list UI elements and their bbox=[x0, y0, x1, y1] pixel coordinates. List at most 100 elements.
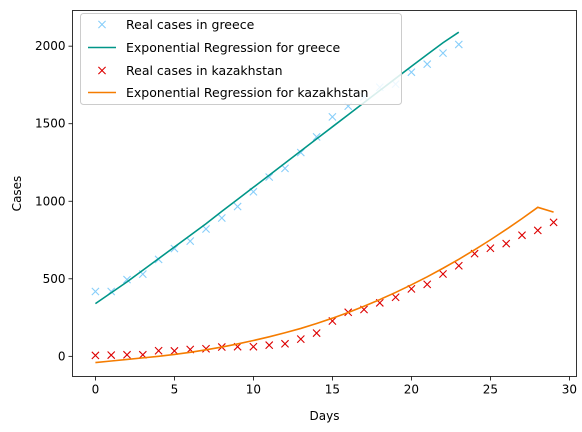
data-point-series-2-stroke-b bbox=[470, 249, 479, 258]
data-point-series-2 bbox=[312, 329, 321, 338]
data-point-series-2-stroke-b bbox=[123, 350, 131, 359]
x-tick-label: 20 bbox=[404, 383, 419, 397]
data-point-series-0-stroke-b bbox=[202, 225, 210, 234]
data-point-series-0 bbox=[407, 68, 416, 77]
data-point-series-0-stroke-b bbox=[91, 287, 100, 296]
data-point-series-0-stroke-b bbox=[249, 187, 258, 196]
data-point-series-2-stroke-b bbox=[502, 239, 511, 248]
data-point-series-0 bbox=[454, 40, 463, 49]
data-point-series-2-stroke-b bbox=[281, 339, 289, 348]
plot-frame bbox=[72, 10, 577, 377]
data-point-series-0-stroke-b bbox=[233, 202, 242, 211]
data-point-series-0 bbox=[217, 214, 226, 222]
data-point-series-2 bbox=[202, 344, 210, 353]
data-point-series-0-stroke-b bbox=[407, 68, 416, 77]
data-point-series-2 bbox=[249, 342, 258, 351]
data-point-series-0-stroke-b bbox=[123, 275, 131, 284]
data-point-series-0 bbox=[202, 225, 210, 234]
data-point-series-2-stroke-b bbox=[439, 270, 447, 278]
legend-marker-kazakhstan-real bbox=[98, 66, 106, 75]
y-axis-label: Cases bbox=[10, 176, 24, 212]
data-point-series-0 bbox=[233, 202, 242, 211]
data-point-series-2-stroke-b bbox=[265, 341, 274, 350]
data-point-series-2-stroke-b bbox=[360, 305, 368, 314]
data-point-series-2 bbox=[391, 293, 400, 302]
data-point-series-0-stroke-b bbox=[312, 132, 321, 141]
legend-x-marker-2-stroke-b bbox=[98, 66, 106, 75]
plot-area bbox=[91, 31, 558, 364]
y-tick-label: 1500 bbox=[35, 117, 66, 131]
data-point-series-2-stroke-b bbox=[202, 344, 210, 353]
data-point-series-0-stroke-b bbox=[138, 270, 147, 279]
data-point-series-2 bbox=[154, 346, 163, 355]
data-point-series-2-stroke-b bbox=[107, 351, 116, 360]
data-point-series-2-stroke-b bbox=[91, 351, 100, 360]
data-point-series-2-stroke-b bbox=[518, 231, 526, 240]
data-point-series-2 bbox=[91, 351, 100, 360]
legend-box bbox=[80, 13, 402, 105]
data-point-series-2 bbox=[454, 261, 463, 270]
data-point-series-0 bbox=[281, 164, 289, 173]
y-tick-label: 1000 bbox=[35, 194, 66, 208]
legend-x-marker-0 bbox=[98, 20, 106, 29]
data-point-series-2-stroke-b bbox=[154, 346, 163, 355]
data-point-series-0-stroke-b bbox=[454, 40, 463, 49]
data-point-series-0-stroke-b bbox=[328, 112, 337, 121]
data-point-series-2 bbox=[518, 231, 526, 240]
data-point-series-0-stroke-b bbox=[423, 60, 432, 69]
data-point-series-2-stroke-b bbox=[549, 218, 558, 227]
data-point-series-0 bbox=[186, 237, 195, 246]
y-tick-label: 2000 bbox=[35, 39, 66, 53]
data-point-series-2-stroke-b bbox=[391, 293, 400, 302]
data-point-series-0 bbox=[423, 60, 432, 69]
data-point-series-2-stroke-b bbox=[233, 342, 242, 351]
y-axis-ticks: 0 500 1000 1500 2000 bbox=[35, 39, 73, 363]
legend-entry-kazakhstan-real: Real cases in kazakhstan bbox=[98, 63, 283, 78]
data-point-series-2-stroke-b bbox=[138, 350, 147, 359]
legend-marker-greece-real bbox=[98, 20, 106, 29]
data-point-series-2 bbox=[123, 350, 131, 359]
x-tick-label: 25 bbox=[483, 383, 498, 397]
legend: Real cases in greece Exponential Regress… bbox=[80, 13, 402, 105]
data-point-series-0 bbox=[312, 132, 321, 141]
data-point-series-0 bbox=[265, 173, 274, 182]
data-point-series-2 bbox=[281, 339, 289, 348]
data-point-series-2-stroke-b bbox=[296, 335, 305, 344]
data-point-series-0-stroke-b bbox=[265, 173, 274, 182]
legend-x-marker-2 bbox=[98, 66, 106, 75]
data-point-series-2 bbox=[423, 280, 432, 289]
x-tick-label: 30 bbox=[562, 383, 577, 397]
data-point-series-2 bbox=[265, 341, 274, 350]
data-point-series-2-stroke-b bbox=[407, 284, 416, 293]
y-tick-label: 500 bbox=[43, 272, 66, 286]
data-point-series-2-stroke-b bbox=[249, 342, 258, 351]
x-axis-label: Days bbox=[310, 409, 340, 423]
legend-entry-kazakhstan-regression: Exponential Regression for kazakhstan bbox=[88, 85, 368, 100]
data-point-series-2-stroke-b bbox=[486, 244, 495, 253]
data-point-series-2 bbox=[296, 335, 305, 344]
data-point-series-2-stroke-b bbox=[328, 316, 337, 325]
legend-entry-greece-regression: Exponential Regression for greece bbox=[88, 40, 340, 55]
x-tick-label: 15 bbox=[325, 383, 340, 397]
data-point-series-2-stroke-b bbox=[312, 329, 321, 338]
x-tick-label: 5 bbox=[171, 383, 179, 397]
data-point-series-2-stroke-b bbox=[423, 280, 432, 289]
data-point-series-2 bbox=[439, 270, 447, 278]
data-point-series-0-stroke-b bbox=[439, 49, 447, 58]
data-point-series-0-stroke-b bbox=[281, 164, 289, 173]
x-tick-label: 0 bbox=[92, 383, 100, 397]
data-point-series-0 bbox=[91, 287, 100, 296]
data-point-series-0 bbox=[439, 49, 447, 58]
data-point-series-2 bbox=[107, 351, 116, 360]
data-point-series-0-stroke-b bbox=[217, 214, 226, 222]
data-point-series-2 bbox=[533, 226, 542, 235]
data-point-series-0 bbox=[123, 275, 131, 284]
x-axis-ticks: 0 5 10 15 20 25 30 bbox=[92, 376, 577, 397]
legend-label-kazakhstan-real: Real cases in kazakhstan bbox=[126, 63, 283, 78]
data-point-series-0 bbox=[328, 112, 337, 121]
data-point-series-2-stroke-b bbox=[533, 226, 542, 235]
legend-entry-greece-real: Real cases in greece bbox=[98, 17, 255, 32]
y-tick-label: 0 bbox=[58, 349, 66, 363]
legend-label-greece-regression: Exponential Regression for greece bbox=[126, 40, 340, 55]
legend-x-marker-0-stroke-b bbox=[98, 20, 106, 29]
